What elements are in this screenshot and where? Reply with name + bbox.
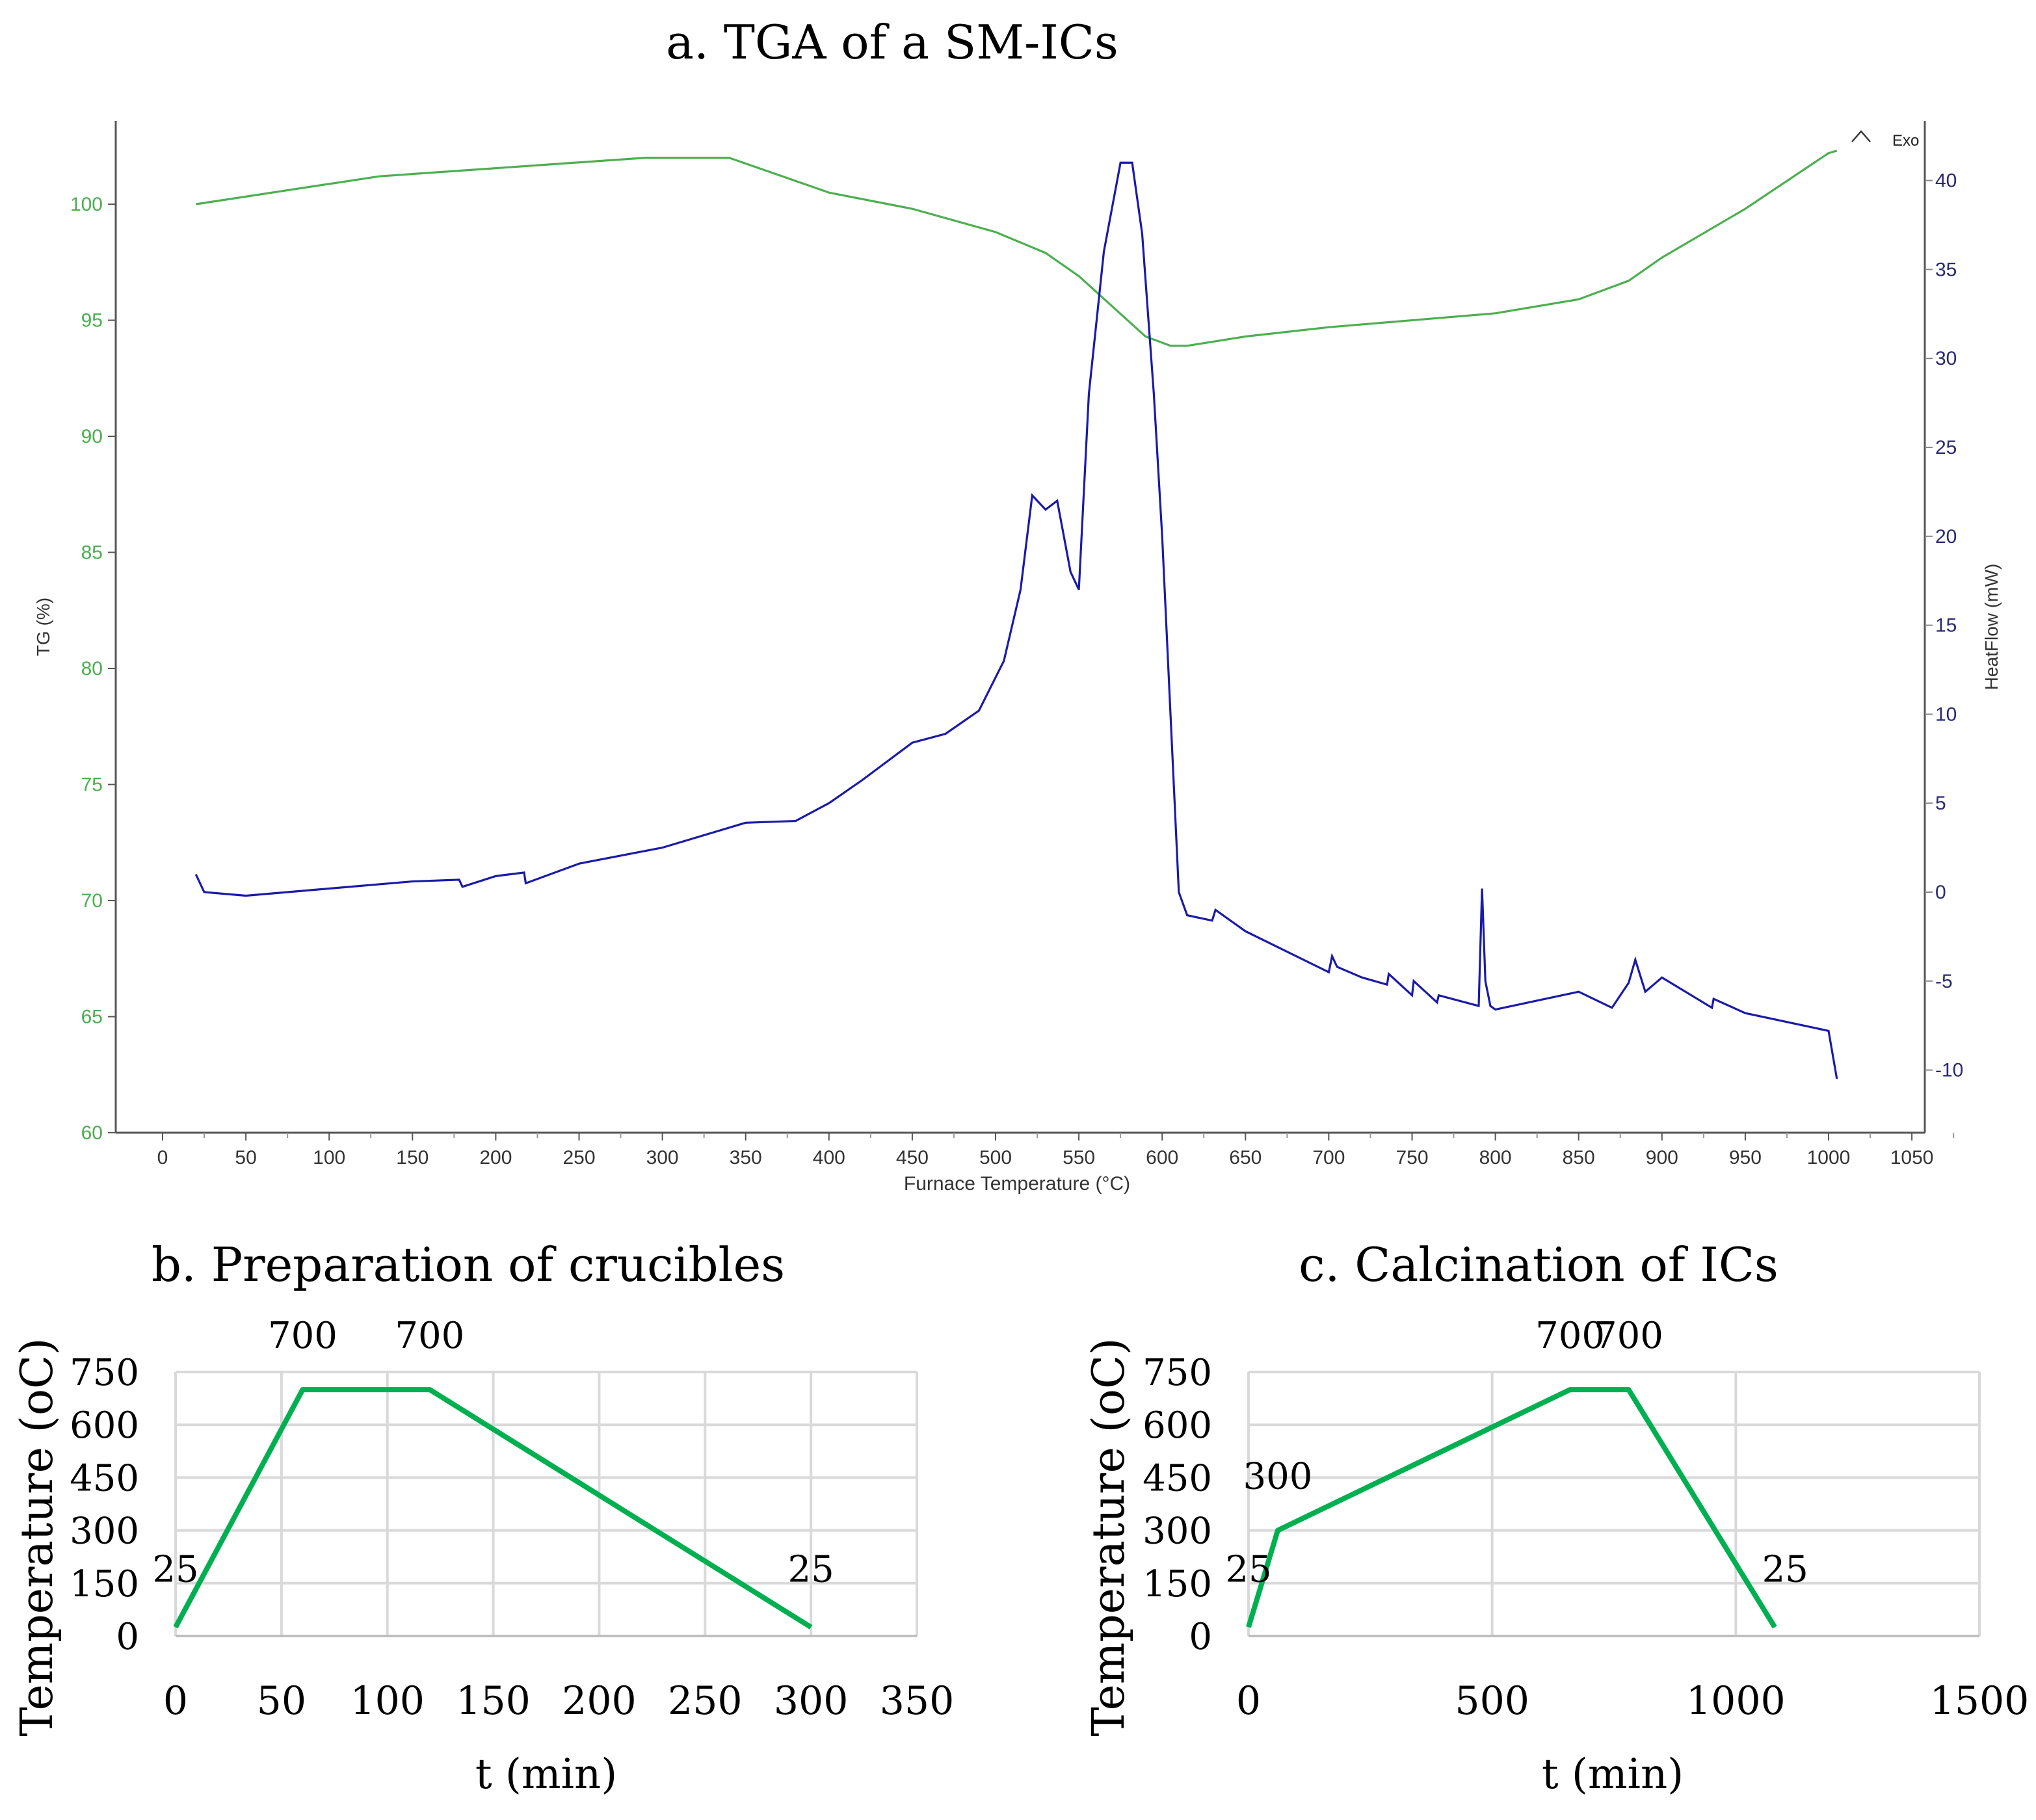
x-tick-label: 750 <box>1395 1147 1428 1168</box>
x-tick-label: 250 <box>668 1678 743 1724</box>
x-tick-label: 850 <box>1563 1147 1595 1168</box>
y2-tick-label: 35 <box>1935 259 1957 280</box>
y-tick-label: 450 <box>1143 1457 1212 1499</box>
y-tick-label: 85 <box>81 542 103 564</box>
x-tick-label: 100 <box>350 1678 425 1724</box>
x-tick-label: 450 <box>896 1147 929 1168</box>
y2-tick-label: 10 <box>1935 704 1957 725</box>
x-tick-label: 800 <box>1479 1147 1512 1168</box>
y-tick-label: 80 <box>81 658 103 679</box>
x-tick-label: 1050 <box>1890 1147 1934 1168</box>
x-tick-label: 0 <box>157 1147 168 1168</box>
y-tick-label: 90 <box>81 426 103 447</box>
data-label: 700 <box>1594 1315 1663 1357</box>
data-label: 700 <box>268 1315 337 1357</box>
y-tick-label: 65 <box>81 1007 103 1028</box>
x-tick-label: 200 <box>479 1147 512 1168</box>
x-tick-label: 600 <box>1146 1147 1178 1168</box>
x-tick-label: 350 <box>880 1678 955 1724</box>
data-label: 700 <box>1535 1315 1605 1357</box>
x-tick-label: 200 <box>562 1678 637 1724</box>
y-tick-label: 70 <box>81 890 103 912</box>
x-tick-label: 350 <box>730 1147 762 1168</box>
chart-b-y-label: Temperature (oC) <box>12 1338 63 1736</box>
y-tick-label: 750 <box>70 1352 139 1394</box>
x-tick-label: 900 <box>1646 1147 1678 1168</box>
data-label: 700 <box>395 1315 464 1357</box>
y-tick-label: 450 <box>70 1457 139 1499</box>
exo-arrow-icon <box>1851 130 1871 142</box>
y-tick-label: 60 <box>81 1122 103 1144</box>
y-tick-label: 600 <box>1143 1405 1212 1447</box>
x-tick-label: 150 <box>456 1678 531 1724</box>
y2-tick-label: 5 <box>1935 793 1946 814</box>
y2-tick-label: -5 <box>1935 971 1953 992</box>
x-tick-label: 500 <box>1455 1678 1529 1724</box>
crucible-chart: b. Preparation of crucibles t (min) Temp… <box>12 1237 954 1799</box>
y2-tick-label: 15 <box>1935 615 1957 637</box>
y-tick-label: 100 <box>70 194 103 215</box>
y2-tick-label: 40 <box>1935 170 1957 192</box>
x-tick-label: 500 <box>979 1147 1012 1168</box>
y-tick-label: 0 <box>1189 1616 1212 1658</box>
y2-tick-label: 20 <box>1935 526 1957 547</box>
exo-label: Exo <box>1892 132 1919 150</box>
x-tick-label: 100 <box>313 1147 345 1168</box>
y-tick-label: 300 <box>70 1510 139 1553</box>
x-tick-label: 1000 <box>1807 1147 1851 1168</box>
data-label: 25 <box>1762 1548 1808 1590</box>
tga-chart: a. TGA of a SM-ICs Furnace Temperature (… <box>33 15 2002 1194</box>
temperature-line <box>1246 1387 1777 1629</box>
y2-tick-label: -10 <box>1935 1060 1963 1081</box>
x-tick-label: 700 <box>1312 1147 1345 1168</box>
y-tick-label: 0 <box>116 1616 139 1658</box>
data-label: 25 <box>788 1548 834 1590</box>
y-tick-label: 600 <box>70 1405 139 1447</box>
x-tick-label: 300 <box>646 1147 679 1168</box>
chart-c-x-label: t (min) <box>1542 1750 1684 1799</box>
calcination-chart: c. Calcination of ICs t (min) Temperatur… <box>1083 1237 2029 1799</box>
y-tick-label: 150 <box>70 1563 139 1605</box>
x-tick-label: 650 <box>1229 1147 1262 1168</box>
y-tick-label: 750 <box>1143 1352 1212 1394</box>
y-tick-label: 75 <box>81 774 103 796</box>
chart-c-y-label: Temperature (oC) <box>1083 1338 1135 1736</box>
x-axis-label: Furnace Temperature (°C) <box>904 1173 1130 1194</box>
x-tick-label: 50 <box>235 1147 256 1168</box>
chart-a-title: a. TGA of a SM-ICs <box>666 15 1118 70</box>
x-tick-label: 250 <box>562 1147 595 1168</box>
chart-b-title: b. Preparation of crucibles <box>152 1237 785 1292</box>
x-tick-label: 550 <box>1063 1147 1095 1168</box>
y-tick-label: 95 <box>81 310 103 332</box>
y2-tick-label: 25 <box>1935 437 1957 458</box>
chart-b-x-label: t (min) <box>475 1750 617 1799</box>
x-tick-label: 950 <box>1729 1147 1762 1168</box>
temperature-line <box>173 1387 813 1629</box>
x-tick-label: 1500 <box>1930 1678 2029 1724</box>
x-tick-label: 150 <box>396 1147 429 1168</box>
x-tick-label: 300 <box>774 1678 849 1724</box>
y2-tick-label: 0 <box>1935 882 1946 903</box>
data-label: 25 <box>152 1548 198 1590</box>
y-tick-label: 150 <box>1143 1563 1212 1605</box>
data-label: 25 <box>1225 1548 1271 1590</box>
x-tick-label: 400 <box>813 1147 845 1168</box>
tg-series-line <box>195 150 1838 347</box>
heatflow-series-line <box>194 161 1838 1079</box>
x-tick-label: 1000 <box>1686 1678 1786 1724</box>
data-label: 300 <box>1243 1456 1313 1498</box>
y-tick-label: 300 <box>1143 1510 1212 1553</box>
x-tick-label: 50 <box>257 1678 306 1724</box>
chart-c-title: c. Calcination of ICs <box>1299 1237 1778 1292</box>
y2-axis-label: HeatFlow (mW) <box>1981 564 2002 690</box>
x-tick-label: 0 <box>163 1678 188 1724</box>
y2-tick-label: 30 <box>1935 348 1957 369</box>
y-axis-label: TG (%) <box>33 598 53 656</box>
x-tick-label: 0 <box>1236 1678 1261 1724</box>
